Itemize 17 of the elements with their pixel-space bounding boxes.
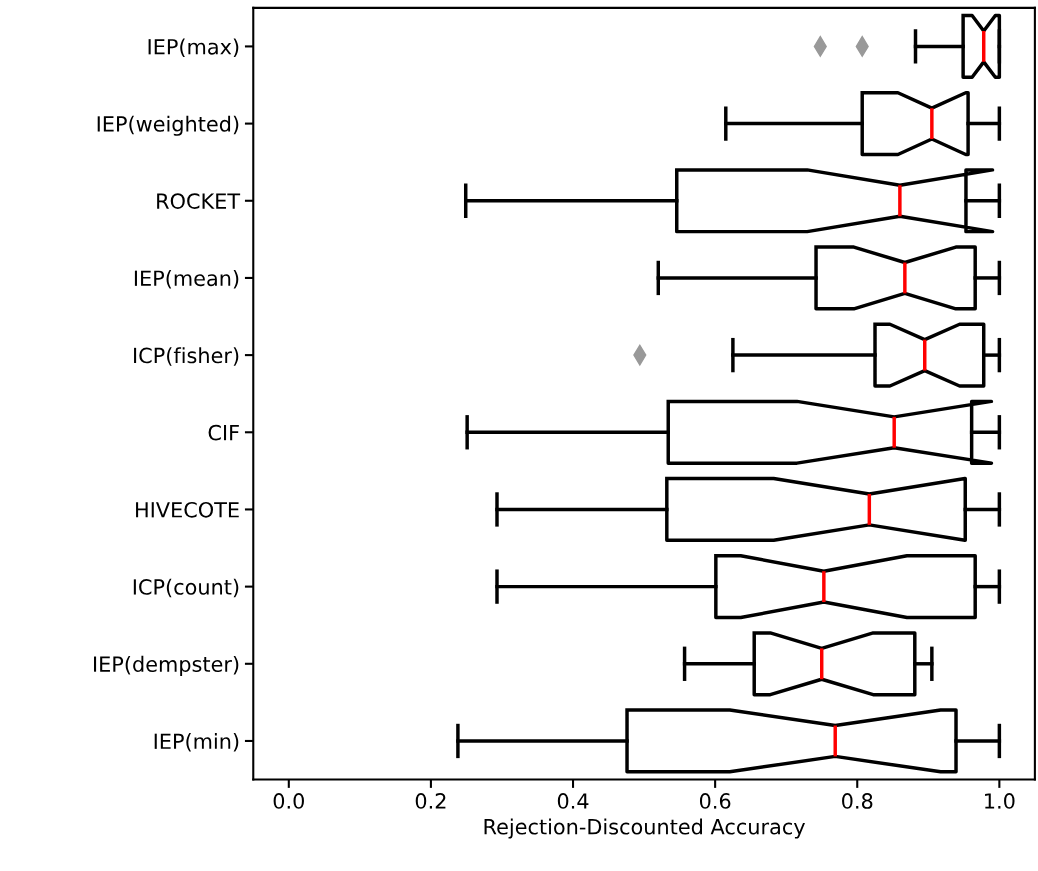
y-tick-label: CIF xyxy=(208,424,239,441)
y-tick-label: HIVECOTE xyxy=(136,501,239,518)
x-tick-label: 0.6 xyxy=(699,793,731,809)
y-tick-label: ICP(fisher) xyxy=(134,347,239,366)
y-tick-label: ROCKET xyxy=(157,193,241,209)
y-tick-label: IEP(max) xyxy=(148,38,239,58)
x-tick-label: 0.4 xyxy=(557,793,589,809)
x-tick-label: 0.2 xyxy=(415,793,446,809)
x-tick-label: 1.0 xyxy=(985,793,1015,809)
x-tick-label: 0.8 xyxy=(842,793,873,809)
y-tick-label: IEP(min) xyxy=(154,733,239,752)
y-tick-label: IEP(weighted) xyxy=(97,115,239,136)
y-tick-label: ICP(count) xyxy=(133,578,239,598)
x-tick-label: 0.0 xyxy=(273,793,304,809)
y-tick-label: IEP(dempster) xyxy=(94,655,239,677)
x-axis-title: Rejection-Discounted Accuracy xyxy=(484,818,805,839)
y-tick-label: IEP(mean) xyxy=(134,270,239,289)
